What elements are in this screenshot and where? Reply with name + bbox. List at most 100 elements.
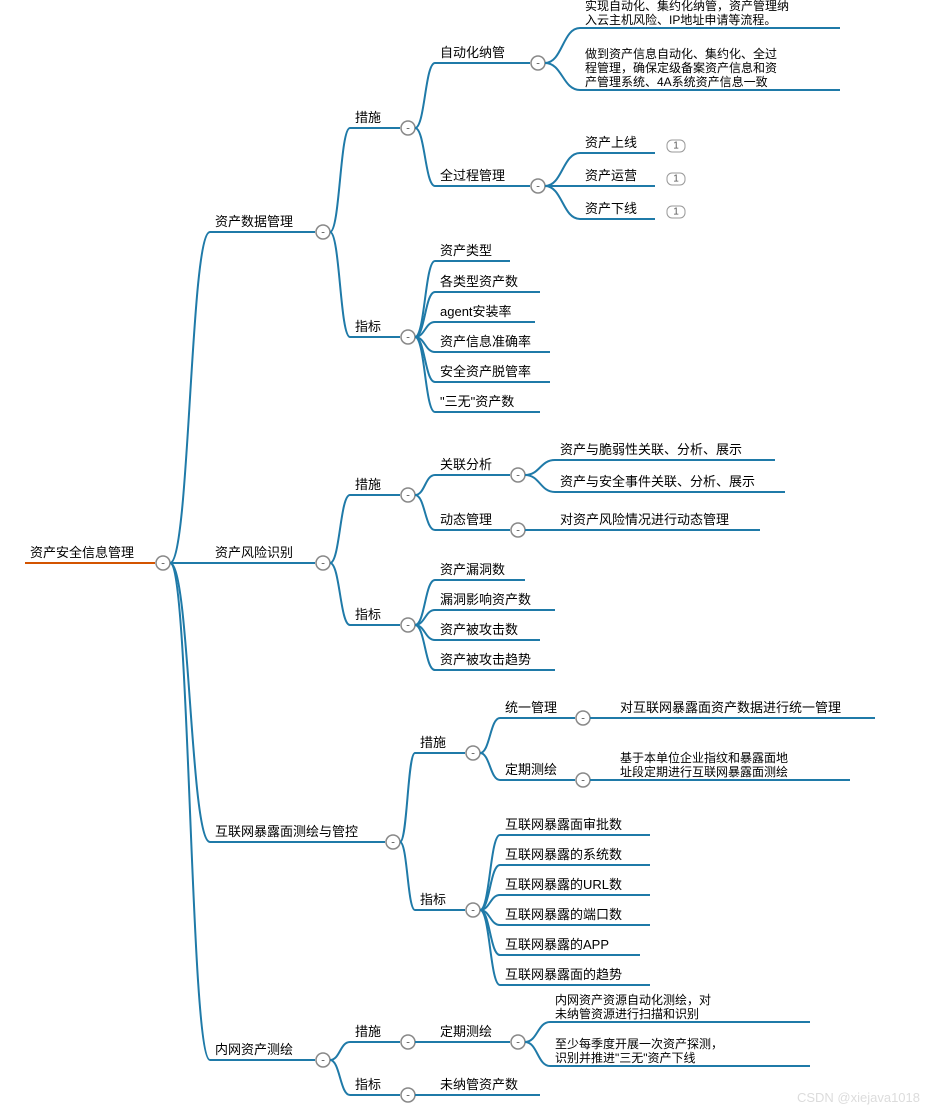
node-label: 识别并推进"三无"资产下线 xyxy=(555,1051,696,1065)
node-label: 程管理，确保定级备案资产信息和资 xyxy=(585,60,777,75)
toggle-mark: - xyxy=(580,774,587,787)
connector xyxy=(330,563,350,625)
node-label: 安全资产脱管率 xyxy=(440,364,531,379)
node-label: 资产下线 xyxy=(585,201,637,216)
node-label: 互联网暴露的系统数 xyxy=(505,847,622,862)
node-label: 资产数据管理 xyxy=(215,214,293,229)
count-badge-text: 1 xyxy=(673,207,679,218)
node-label: 定期测绘 xyxy=(505,762,557,777)
node-label: 互联网暴露的APP xyxy=(505,937,609,952)
node-label: "三无"资产数 xyxy=(440,394,514,409)
node-label: 内网资产测绘 xyxy=(215,1042,293,1057)
connector xyxy=(415,337,435,412)
connector xyxy=(545,153,580,186)
count-badge-text: 1 xyxy=(673,174,679,185)
node-label: 入云主机风险、IP地址申请等流程。 xyxy=(585,12,776,27)
node-label: 资产与脆弱性关联、分析、展示 xyxy=(560,442,742,457)
connector xyxy=(330,128,350,232)
toggle-mark: - xyxy=(515,524,522,537)
node-label: 关联分析 xyxy=(440,457,492,472)
connector xyxy=(545,186,580,219)
node-label: 资产风险识别 xyxy=(215,545,293,560)
node-label: 资产类型 xyxy=(440,243,492,258)
toggle-mark: - xyxy=(470,904,477,917)
node-label: 指标 xyxy=(420,892,446,907)
toggle-mark: - xyxy=(320,557,327,570)
node-label: 漏洞影响资产数 xyxy=(440,592,531,607)
node-label: 对资产风险情况进行动态管理 xyxy=(560,512,729,527)
node-label: agent安装率 xyxy=(440,304,512,319)
node-label: 各类型资产数 xyxy=(440,274,518,289)
toggle-mark: - xyxy=(320,1054,327,1067)
connector xyxy=(545,63,580,90)
toggle-mark: - xyxy=(160,557,167,570)
node-label: 互联网暴露面测绘与管控 xyxy=(215,824,358,839)
node-label: 资产与安全事件关联、分析、展示 xyxy=(560,474,755,489)
toggle-mark: - xyxy=(405,619,412,632)
toggle-mark: - xyxy=(405,331,412,344)
node-label: 资产安全信息管理 xyxy=(30,545,134,560)
node-label: 互联网暴露面的趋势 xyxy=(505,967,622,982)
watermark: CSDN @xiejava1018 xyxy=(797,1090,920,1105)
connector xyxy=(480,718,500,753)
node-label: 未纳管资产数 xyxy=(440,1077,518,1092)
connector xyxy=(415,63,435,128)
node-label: 措施 xyxy=(355,110,381,125)
node-label: 资产信息准确率 xyxy=(440,334,531,349)
node-label: 实现自动化、集约化纳管，资产管理纳 xyxy=(585,0,789,13)
node-label: 定期测绘 xyxy=(440,1024,492,1039)
node-label: 动态管理 xyxy=(440,512,492,527)
toggle-mark: - xyxy=(535,57,542,70)
toggle-mark: - xyxy=(405,1036,412,1049)
connector xyxy=(330,232,350,337)
connector xyxy=(415,495,435,530)
connector xyxy=(330,495,350,563)
connector xyxy=(525,1042,550,1066)
toggle-mark: - xyxy=(390,836,397,849)
node-label: 做到资产信息自动化、集约化、全过 xyxy=(585,46,777,61)
node-label: 对互联网暴露面资产数据进行统一管理 xyxy=(620,700,841,715)
toggle-mark: - xyxy=(580,712,587,725)
connector xyxy=(480,910,500,985)
node-label: 内网资产资源自动化测绘，对 xyxy=(555,992,711,1007)
node-label: 互联网暴露的URL数 xyxy=(505,877,622,892)
node-label: 互联网暴露的端口数 xyxy=(505,907,622,922)
connector xyxy=(480,835,500,910)
node-label: 址段定期进行互联网暴露面测绘 xyxy=(620,764,788,779)
node-label: 互联网暴露面审批数 xyxy=(505,817,622,832)
toggle-mark: - xyxy=(535,180,542,193)
toggle-mark: - xyxy=(405,122,412,135)
connector xyxy=(415,128,435,186)
count-badge-text: 1 xyxy=(673,141,679,152)
node-label: 基于本单位企业指纹和暴露面地 xyxy=(620,750,788,765)
node-label: 统一管理 xyxy=(505,700,557,715)
node-label: 措施 xyxy=(355,1024,381,1039)
node-label: 资产漏洞数 xyxy=(440,562,505,577)
toggle-mark: - xyxy=(320,226,327,239)
node-label: 全过程管理 xyxy=(440,168,505,183)
node-label: 措施 xyxy=(355,477,381,492)
connector xyxy=(415,475,435,495)
node-label: 资产上线 xyxy=(585,135,637,150)
connector xyxy=(170,563,210,1060)
node-label: 指标 xyxy=(355,607,381,622)
node-label: 至少每季度开展一次资产探测， xyxy=(555,1036,723,1051)
node-label: 指标 xyxy=(355,319,381,334)
connector xyxy=(415,261,435,337)
connector xyxy=(525,460,555,475)
connector xyxy=(330,1060,350,1095)
toggle-mark: - xyxy=(405,1089,412,1102)
node-label: 资产被攻击数 xyxy=(440,622,518,637)
node-label: 措施 xyxy=(420,735,446,750)
node-label: 未纳管资源进行扫描和识别 xyxy=(555,1006,699,1021)
connector xyxy=(525,1022,550,1042)
connector xyxy=(525,475,555,492)
connector xyxy=(400,753,415,842)
connector xyxy=(170,232,210,563)
toggle-mark: - xyxy=(515,469,522,482)
node-label: 指标 xyxy=(355,1077,381,1092)
node-label: 产管理系统、4A系统资产信息一致 xyxy=(585,74,768,89)
connector xyxy=(400,842,415,910)
connector xyxy=(330,1042,350,1060)
toggle-mark: - xyxy=(405,489,412,502)
